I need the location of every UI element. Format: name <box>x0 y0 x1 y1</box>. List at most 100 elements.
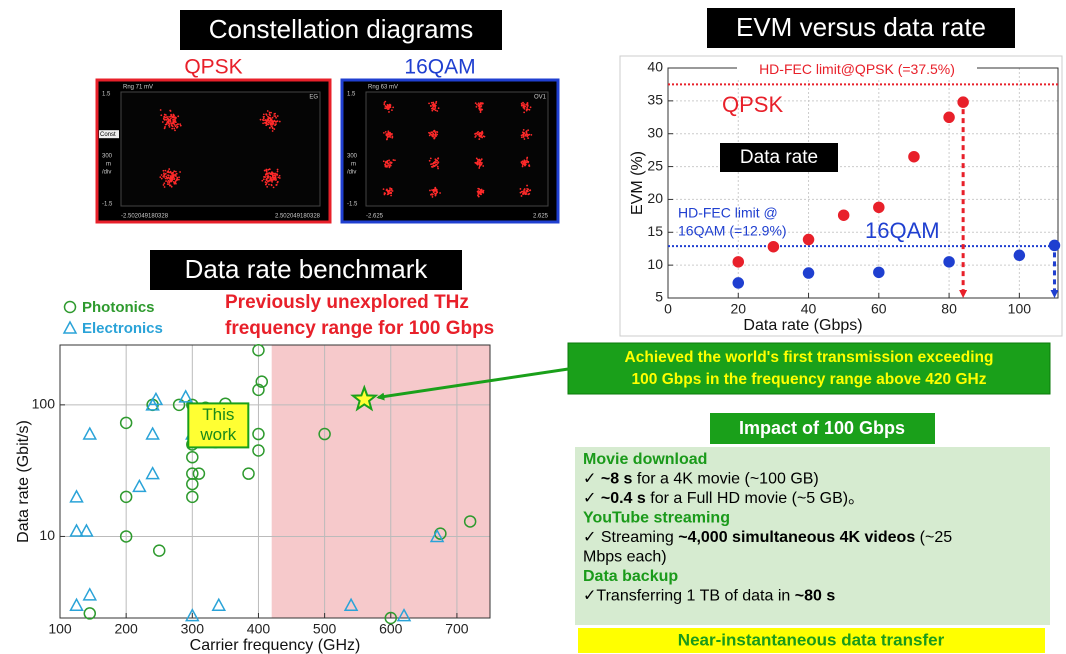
constellation-dot <box>526 133 528 135</box>
constellation-text: m <box>106 161 111 167</box>
constellation-text: -2.502049180328 <box>121 214 169 220</box>
constellation-dot <box>434 190 436 192</box>
data-point <box>944 257 954 267</box>
impact-line: ✓ ~0.4 s for a Full HD movie (~5 GB)。 <box>583 490 864 507</box>
constellation-dot <box>384 194 386 196</box>
constellation-dot <box>163 184 165 186</box>
constellation-dot <box>521 104 523 106</box>
data-point <box>839 210 849 220</box>
page: Constellation diagrams EVM versus data r… <box>0 0 1066 654</box>
constellation-dot <box>477 131 479 133</box>
constellation-dot <box>180 125 182 127</box>
x-tick-label: 500 <box>313 621 337 637</box>
section-title: EVM versus data rate <box>736 12 986 42</box>
constellation-dot <box>272 176 274 178</box>
constellation-dot <box>431 102 433 104</box>
constellation-dot <box>265 113 267 115</box>
constellation-dot <box>438 107 440 109</box>
constellation-dot <box>437 158 439 160</box>
constellation-dot <box>266 172 268 174</box>
impact-line: Mbps each) <box>583 549 667 566</box>
constellation-dot <box>161 178 163 180</box>
constellation-dot <box>439 192 441 194</box>
constellation-dot <box>433 165 435 167</box>
constellation-dot <box>268 184 270 186</box>
constellation-text: 1.5 <box>347 92 356 98</box>
constellation-dot <box>269 180 271 182</box>
section-title: Data rate benchmark <box>185 254 429 284</box>
constellation-dot <box>523 103 525 105</box>
constellation-dot <box>391 135 393 137</box>
constellation-dot <box>274 115 276 117</box>
constellation-dot <box>264 170 266 172</box>
constellation-dot <box>524 160 526 162</box>
constellation-dot <box>389 161 391 163</box>
constellation-dot <box>383 104 385 106</box>
constellation-dot <box>521 191 523 193</box>
constellation-dot <box>275 117 277 119</box>
constellation-dot <box>523 129 525 131</box>
constellation-dot <box>268 172 270 174</box>
constellation-dot <box>170 120 172 122</box>
slide: Constellation diagrams EVM versus data r… <box>0 0 1066 654</box>
constellation-dot <box>526 108 528 110</box>
legend-label: Electronics <box>82 320 163 337</box>
constellation-dot <box>476 106 478 108</box>
constellation-dot <box>478 192 480 194</box>
impact-heading: YouTube streaming <box>583 510 730 527</box>
constellation-dot <box>479 159 481 161</box>
constellation-dot <box>383 188 385 190</box>
constellation-dot <box>530 134 532 136</box>
impact-run: ✓Transferring 1 TB of data in <box>583 588 795 605</box>
constellation-dot <box>279 121 281 123</box>
constellation-label: QPSK <box>184 56 242 79</box>
constellation-dot <box>478 138 480 140</box>
constellation-dot <box>430 163 432 165</box>
x-tick-label: 20 <box>730 301 746 317</box>
data-point <box>874 267 884 277</box>
y-tick-label: 25 <box>647 157 663 173</box>
constellation-dot <box>176 173 178 175</box>
constellation-dot <box>171 173 173 175</box>
constellation-dot <box>475 135 477 137</box>
constellation-dot <box>436 110 438 112</box>
constellation-dot <box>523 107 525 109</box>
impact-heading: Data backup <box>583 568 678 585</box>
constellation-dot <box>166 178 168 180</box>
constellation-dot <box>272 117 274 119</box>
data-point <box>804 268 814 278</box>
y-tick-label: 100 <box>32 396 56 412</box>
constellation-dot <box>392 159 394 161</box>
this-work-label: work <box>199 425 236 444</box>
constellation-dot <box>277 169 279 171</box>
constellation-dot <box>385 105 387 107</box>
impact-run: ✓ Streaming <box>583 529 678 546</box>
constellation-dot <box>275 123 277 125</box>
constellation-dot <box>476 162 478 164</box>
constellation-dot <box>434 137 436 139</box>
constellation-dot <box>434 135 436 137</box>
constellation-dot <box>475 102 477 104</box>
constellation-dot <box>526 160 528 162</box>
constellation-dot <box>174 121 176 123</box>
series-label: QPSK <box>722 92 783 117</box>
constellation-dot <box>162 121 164 123</box>
constellation-dot <box>273 121 275 123</box>
constellation-dot <box>480 110 482 112</box>
constellation-dot <box>527 137 529 139</box>
constellation-dot <box>271 184 273 186</box>
constellation-dot <box>165 114 167 116</box>
legend-marker <box>64 322 76 333</box>
constellation-dot <box>437 168 439 170</box>
constellation-dot <box>172 119 174 121</box>
constellation-dot <box>479 136 481 138</box>
constellation-dot <box>435 195 437 197</box>
constellation-dot <box>389 192 391 194</box>
constellation-dot <box>526 130 528 132</box>
constellation-dot <box>275 173 277 175</box>
constellation-dot <box>271 179 273 181</box>
constellation-dot <box>177 123 179 125</box>
constellation-dot <box>388 193 390 195</box>
y-tick-label: 10 <box>647 256 663 272</box>
constellation-dot <box>168 168 170 170</box>
